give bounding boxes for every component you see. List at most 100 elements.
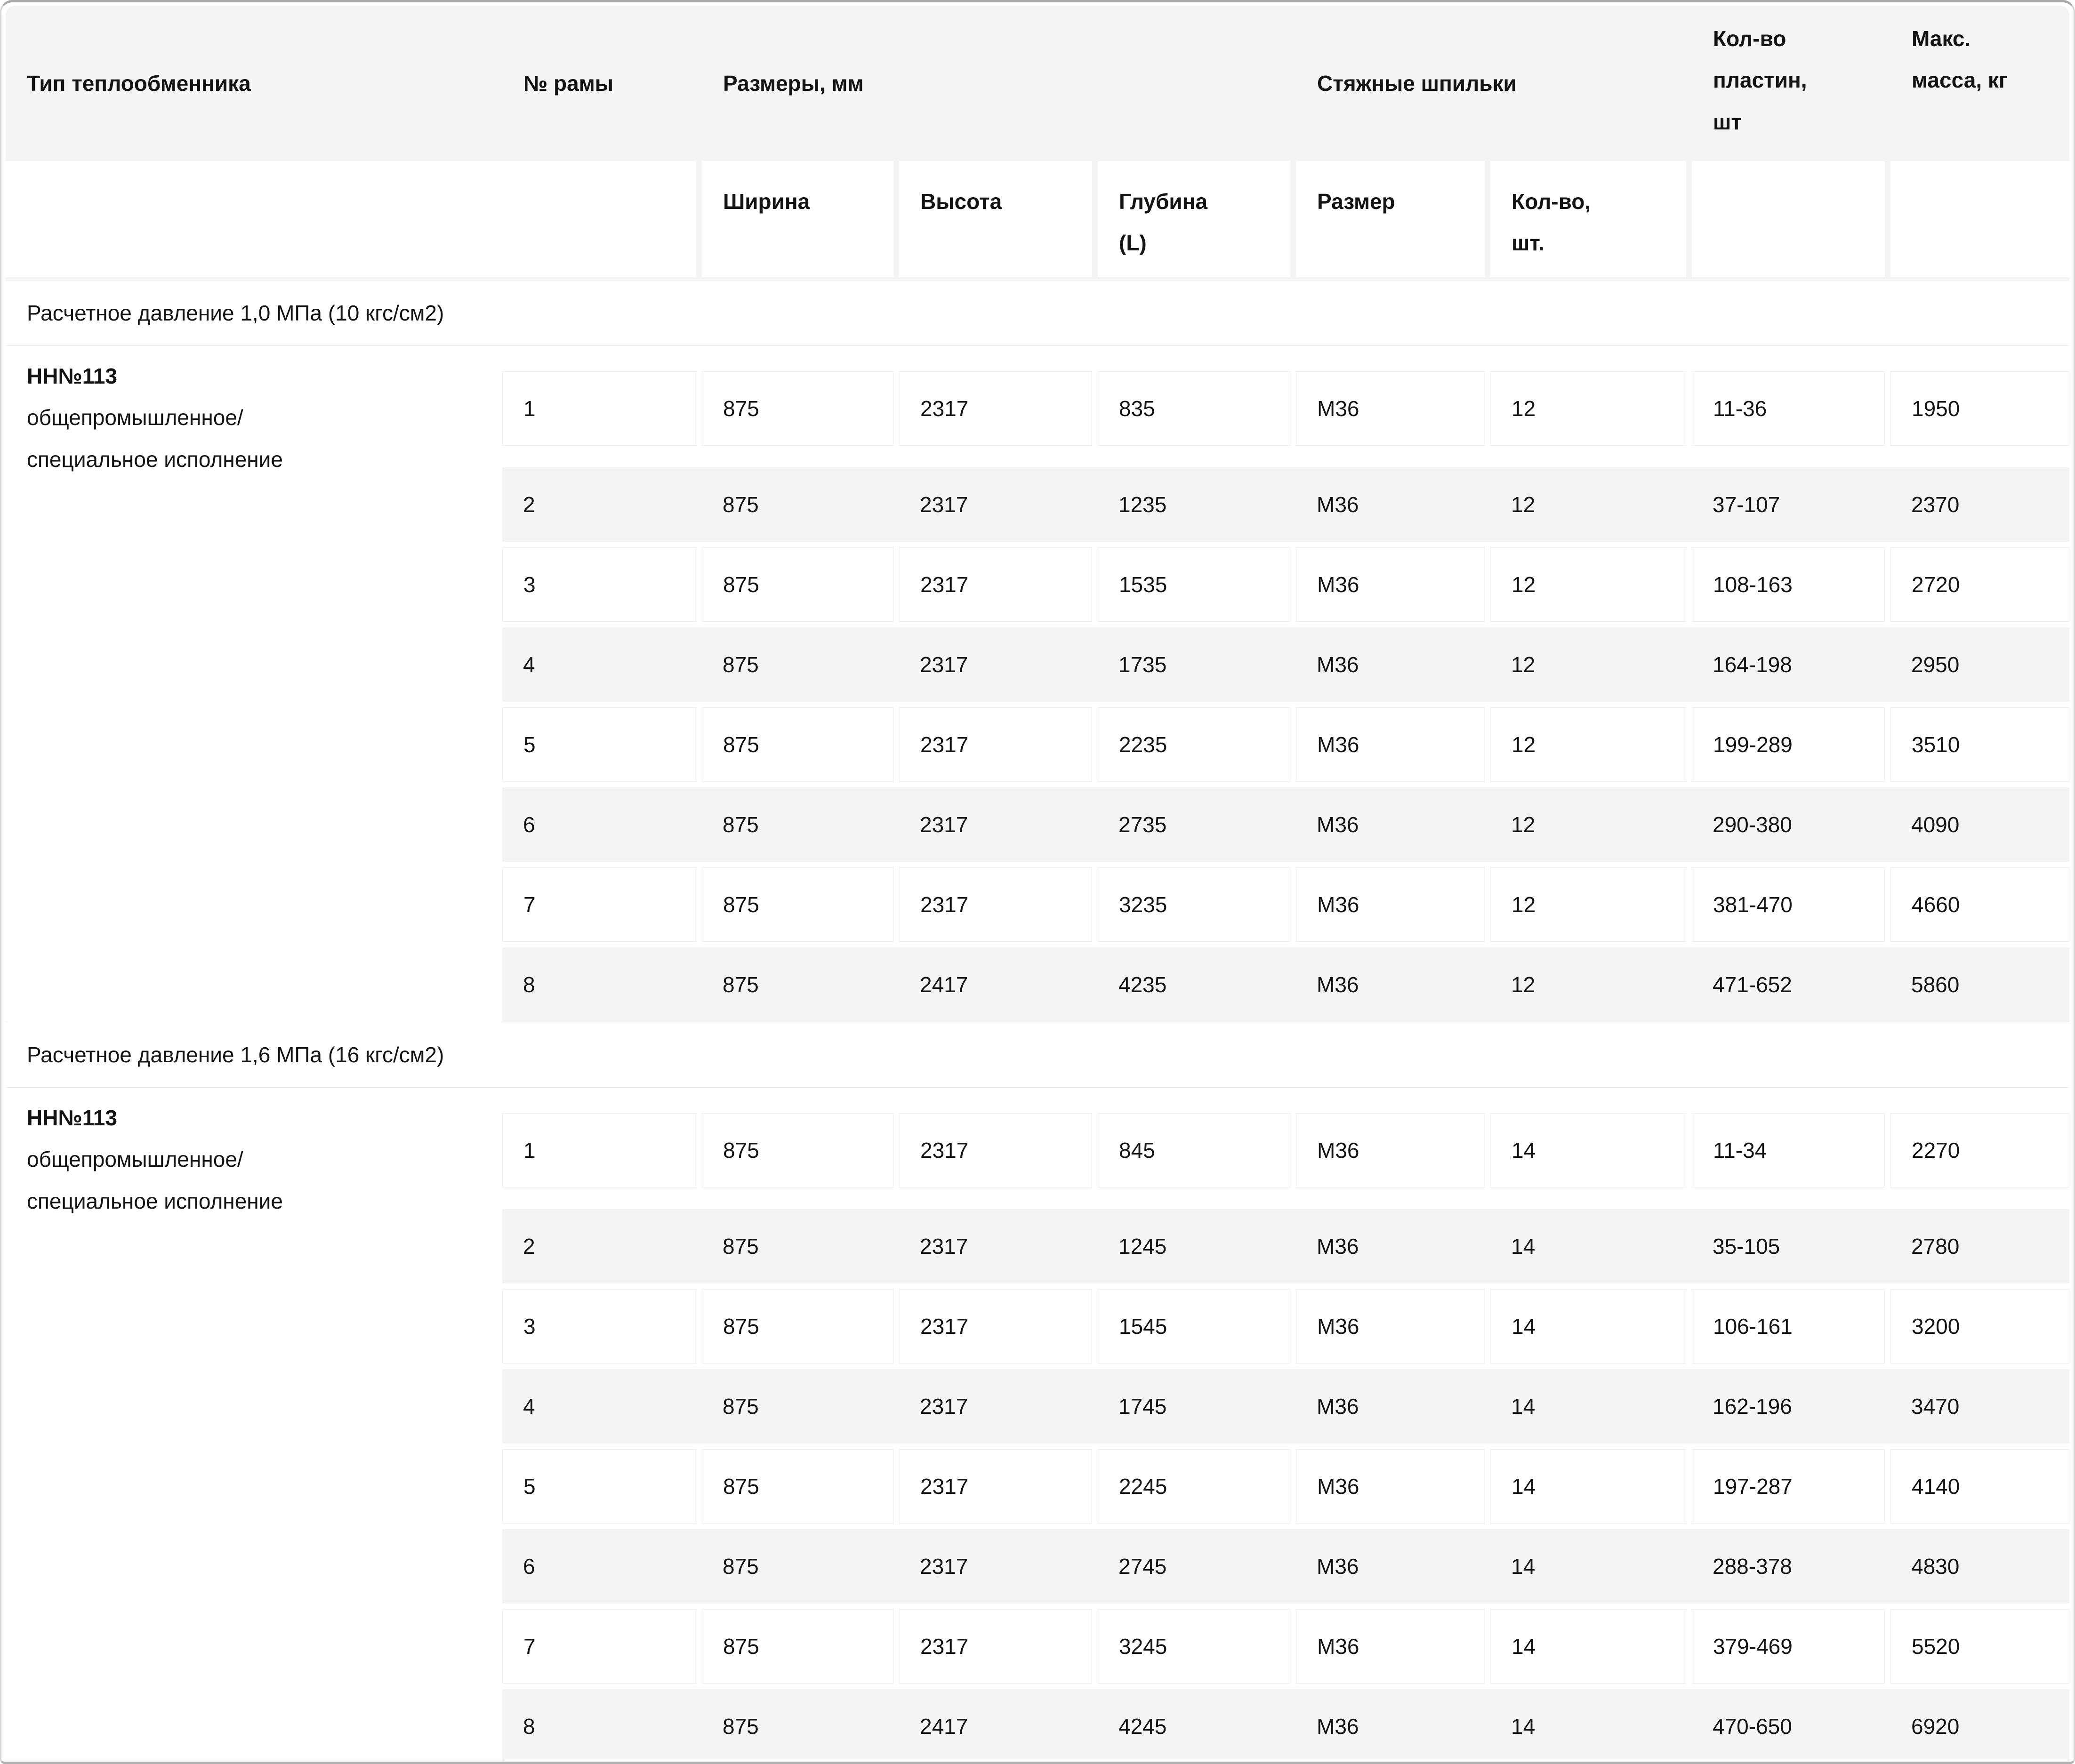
- cell-width: 875: [702, 547, 893, 622]
- cell-height: 2317: [899, 547, 1092, 622]
- cell-depth: 2735: [1118, 812, 1167, 837]
- cell-width: 875: [723, 492, 759, 517]
- cell-stud-count: 12: [1490, 707, 1686, 782]
- cell-plates: 35-105: [1713, 1234, 1780, 1259]
- cell-mass: 1950: [1890, 371, 2069, 446]
- table-row: 5 875 2317 2235 М36 12 199-289 3510: [502, 707, 2069, 782]
- exchanger-type-cell: НН№113 общепромышленное/ специальное исп…: [6, 1091, 497, 1762]
- table-row: 3 875 2317 1545 М36 14 106-161 3200: [502, 1289, 2069, 1363]
- cell-frame: 2: [523, 1234, 535, 1259]
- cell-mass: 4830: [1911, 1554, 1960, 1579]
- table-row: 6 875 2317 2735 М36 12 290-380 4090: [502, 787, 2069, 862]
- col-header-plates: Кол-во пластин, шт: [1713, 26, 1807, 134]
- cell-plates: 108-163: [1692, 547, 1885, 622]
- col-header-depth: Глубина (L): [1098, 161, 1290, 277]
- cell-frame: 7: [502, 867, 696, 942]
- cell-height: 2417: [920, 972, 968, 997]
- header-row-groups: Тип теплообменника № рамы Размеры, мм Ст…: [6, 6, 2069, 161]
- cell-frame: 7: [502, 1609, 696, 1684]
- cell-frame: 8: [523, 972, 535, 997]
- cell-frame: 5: [502, 1449, 696, 1523]
- cell-width: 875: [702, 707, 893, 782]
- cell-height: 2417: [920, 1714, 968, 1739]
- cell-depth: 2245: [1098, 1449, 1290, 1523]
- cell-frame: 1: [502, 371, 696, 446]
- cell-mass: 4140: [1890, 1449, 2069, 1523]
- cell-stud-count: 12: [1511, 492, 1536, 517]
- cell-stud-size: М36: [1296, 707, 1485, 782]
- cell-mass: 4660: [1890, 867, 2069, 942]
- cell-width: 875: [723, 1394, 759, 1419]
- section-body-pressure-10: НН№113 общепромышленное/ специальное исп…: [6, 350, 2069, 1022]
- cell-plates: 11-34: [1692, 1113, 1885, 1187]
- cell-stud-count: 14: [1511, 1714, 1536, 1739]
- cell-mass: 5520: [1890, 1609, 2069, 1684]
- cell-stud-count: 12: [1511, 812, 1536, 837]
- cell-stud-size: М36: [1296, 1113, 1485, 1187]
- cell-mass: 2720: [1890, 547, 2069, 622]
- cell-depth: 2745: [1118, 1554, 1167, 1579]
- cell-stud-size: М36: [1296, 1609, 1485, 1684]
- cell-width: 875: [702, 867, 893, 942]
- cell-stud-count: 12: [1511, 972, 1536, 997]
- cell-width: 875: [702, 371, 893, 446]
- cell-width: 875: [723, 1714, 759, 1739]
- cell-stud-count: 14: [1490, 1609, 1686, 1684]
- col-header-height: Высота: [899, 161, 1092, 277]
- col-header-frame: № рамы: [523, 71, 614, 96]
- cell-depth: 3235: [1098, 867, 1290, 942]
- cell-width: 875: [702, 1289, 893, 1363]
- exchanger-type-cell: НН№113 общепромышленное/ специальное исп…: [6, 350, 497, 1022]
- cell-height: 2317: [920, 1554, 968, 1579]
- cell-frame: 5: [502, 707, 696, 782]
- cell-width: 875: [723, 652, 759, 677]
- cell-depth: 1245: [1118, 1234, 1167, 1259]
- exchanger-type-name: НН№113: [27, 1106, 117, 1130]
- cell-width: 875: [723, 812, 759, 837]
- cell-depth: 3245: [1098, 1609, 1290, 1684]
- table-row: 7 875 2317 3235 М36 12 381-470 4660: [502, 867, 2069, 942]
- cell-frame: 4: [523, 1394, 535, 1419]
- table-row: 5 875 2317 2245 М36 14 197-287 4140: [502, 1449, 2069, 1523]
- cell-stud-size: М36: [1296, 371, 1485, 446]
- cell-mass: 2950: [1911, 652, 1960, 677]
- cell-width: 875: [723, 1554, 759, 1579]
- cell-stud-count: 14: [1490, 1289, 1686, 1363]
- cell-stud-size: М36: [1317, 1394, 1359, 1419]
- cell-height: 2317: [899, 371, 1092, 446]
- cell-depth: 4235: [1118, 972, 1167, 997]
- exchanger-type-name: НН№113: [27, 364, 117, 388]
- cell-frame: 8: [523, 1714, 535, 1739]
- cell-depth: 1745: [1118, 1394, 1167, 1419]
- table-row: 4 875 2317 1735 М36 12 164-198 2950: [502, 627, 2069, 702]
- cell-height: 2317: [920, 1394, 968, 1419]
- cell-mass: 4090: [1911, 812, 1960, 837]
- section-rows: 1 875 2317 845 М36 14 11-34 2270 2 875 2317 1245 М36…: [502, 1091, 2069, 1762]
- section-rows: 1 875 2317 835 М36 12 11-36 1950 2 875 2317 1235 М36…: [502, 350, 2069, 1022]
- cell-stud-size: М36: [1296, 867, 1485, 942]
- col-header-dimensions: Размеры, мм: [723, 71, 864, 96]
- cell-plates: 288-378: [1713, 1554, 1792, 1579]
- header-row-subcolumns: Ширина Высота Глубина (L) Размер Кол-во,…: [6, 161, 2069, 277]
- cell-stud-count: 12: [1511, 652, 1536, 677]
- cell-plates: 471-652: [1713, 972, 1792, 997]
- cell-stud-size: М36: [1317, 652, 1359, 677]
- exchanger-type-desc: общепромышленное/ специальное исполнение: [27, 1147, 283, 1213]
- cell-mass: 5860: [1911, 972, 1960, 997]
- cell-width: 875: [702, 1449, 893, 1523]
- cell-mass: 3470: [1911, 1394, 1960, 1419]
- cell-plates: 379-469: [1692, 1609, 1885, 1684]
- section-title-pressure-16: Расчетное давление 1,6 МПа (16 кгс/см2): [6, 1022, 2069, 1088]
- cell-stud-size: М36: [1317, 1554, 1359, 1579]
- table-row: 3 875 2317 1535 М36 12 108-163 2720: [502, 547, 2069, 622]
- cell-height: 2317: [899, 1609, 1092, 1684]
- cell-stud-count: 14: [1490, 1449, 1686, 1523]
- cell-stud-size: М36: [1317, 1714, 1359, 1739]
- cell-frame: 3: [502, 547, 696, 622]
- cell-plates: 37-107: [1713, 492, 1780, 517]
- cell-plates: 199-289: [1692, 707, 1885, 782]
- cell-plates: 290-380: [1713, 812, 1792, 837]
- cell-depth: 1235: [1118, 492, 1167, 517]
- cell-plates: 470-650: [1713, 1714, 1792, 1739]
